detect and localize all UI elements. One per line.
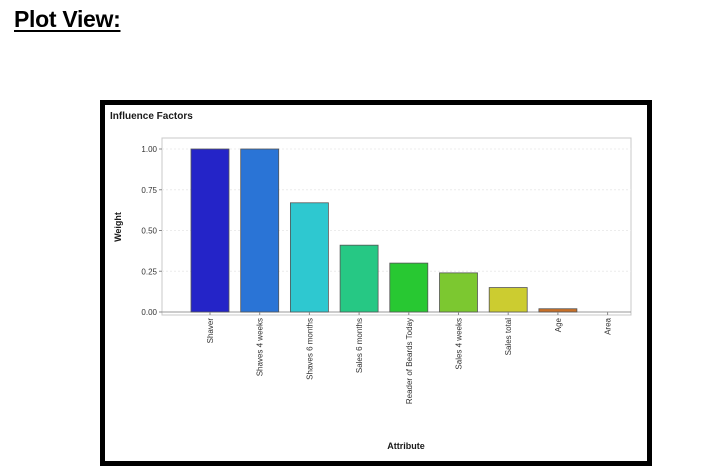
bars: [190, 148, 578, 313]
x-axis-title: Attribute: [387, 441, 425, 451]
bar: [488, 287, 528, 313]
y-axis-title: Weight: [113, 212, 123, 242]
x-tick-label: Reader of Beards Today: [405, 318, 414, 404]
y-tick-label: 1.00: [141, 145, 157, 154]
x-tick-label: Area: [604, 317, 613, 334]
x-tick-label: Sales total: [504, 318, 513, 356]
bar: [190, 148, 230, 313]
y-tick-label: 0.25: [141, 267, 157, 276]
x-tick-label: Shaver: [206, 318, 215, 344]
bar: [538, 308, 578, 313]
bar: [389, 262, 429, 313]
page-heading: Plot View:: [14, 6, 121, 32]
x-tick-label: Shaves 6 months: [305, 318, 314, 380]
bar: [439, 272, 478, 313]
bar: [240, 148, 280, 313]
y-axis-ticks: 0.00 0.25 0.50 0.75 1.00: [141, 145, 162, 317]
x-tick-label: Sales 6 months: [355, 318, 364, 373]
x-tick-label: Shaves 4 weeks: [256, 318, 265, 376]
bar: [339, 244, 379, 313]
chart-frame: Influence Factors 0.00 0.25 0.50 0.75 1.00 S…: [100, 100, 652, 466]
x-tick-label: Age: [554, 317, 563, 332]
chart-title: Influence Factors: [110, 111, 193, 122]
y-tick-label: 0.75: [141, 186, 157, 195]
y-tick-label: 0.00: [141, 308, 157, 317]
bar-chart: Influence Factors 0.00 0.25 0.50 0.75 1.00 S…: [110, 111, 632, 451]
y-tick-label: 0.50: [141, 227, 157, 236]
bar: [289, 202, 329, 313]
x-tick-label: Sales 4 weeks: [455, 318, 464, 370]
x-axis-ticks: Shaver Shaves 4 weeks Shaves 6 months Sales…: [206, 312, 613, 404]
